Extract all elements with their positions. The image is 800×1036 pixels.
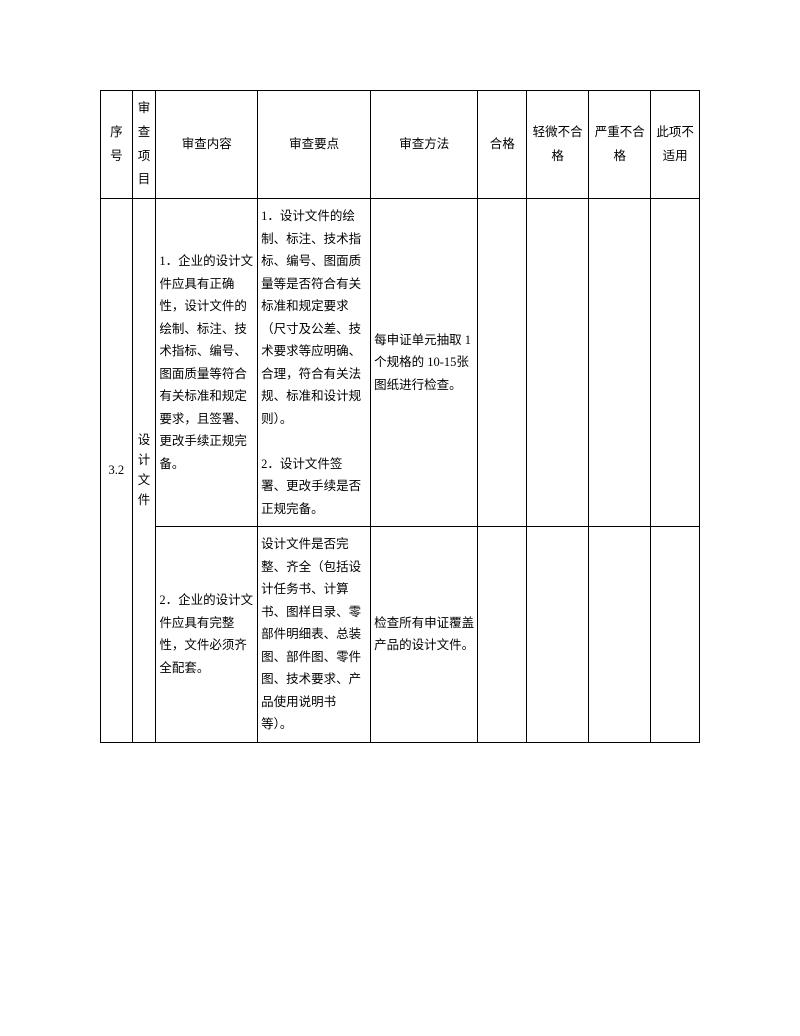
header-seq: 序号	[101, 91, 133, 199]
cell-seq: 3.2	[101, 199, 133, 743]
cell-pass-2	[478, 527, 527, 743]
table-row-1: 3.2 设计文件 1．企业的设计文件应具有正确性，设计文件的绘制、标注、技术指标…	[101, 199, 700, 527]
cell-item: 设计文件	[132, 199, 156, 743]
cell-minor-2	[527, 527, 589, 743]
cell-content-2: 2．企业的设计文件应具有完整性，文件必须齐全配套。	[156, 527, 258, 743]
cell-major-1	[589, 199, 651, 527]
header-major: 严重不合格	[589, 91, 651, 199]
audit-table: 序号 审查项目 审查内容 审查要点 审查方法 合格 轻微不合格 严重不合格 此项…	[100, 90, 700, 743]
header-na: 此项不适用	[651, 91, 700, 199]
table-header-row: 序号 审查项目 审查内容 审查要点 审查方法 合格 轻微不合格 严重不合格 此项…	[101, 91, 700, 199]
header-pass: 合格	[478, 91, 527, 199]
cell-content-1: 1．企业的设计文件应具有正确性，设计文件的绘制、标注、技术指标、编号、图面质量等…	[156, 199, 258, 527]
cell-method-1: 每申证单元抽取 1 个规格的 10-15张图纸进行检查。	[371, 199, 478, 527]
cell-method-2: 检查所有申证覆盖产品的设计文件。	[371, 527, 478, 743]
cell-na-1	[651, 199, 700, 527]
cell-points-2: 设计文件是否完整、齐全（包括设计任务书、计算书、图样目录、零部件明细表、总装图、…	[258, 527, 371, 743]
cell-major-2	[589, 527, 651, 743]
cell-pass-1	[478, 199, 527, 527]
cell-points-1: 1．设计文件的绘制、标注、技术指标、编号、图面质量等是否符合有关标准和规定要求（…	[258, 199, 371, 527]
header-minor: 轻微不合格	[527, 91, 589, 199]
cell-na-2	[651, 527, 700, 743]
table-row-2: 2．企业的设计文件应具有完整性，文件必须齐全配套。 设计文件是否完整、齐全（包括…	[101, 527, 700, 743]
header-method: 审查方法	[371, 91, 478, 199]
header-points: 审查要点	[258, 91, 371, 199]
header-content: 审查内容	[156, 91, 258, 199]
cell-minor-1	[527, 199, 589, 527]
header-item: 审查项目	[132, 91, 156, 199]
